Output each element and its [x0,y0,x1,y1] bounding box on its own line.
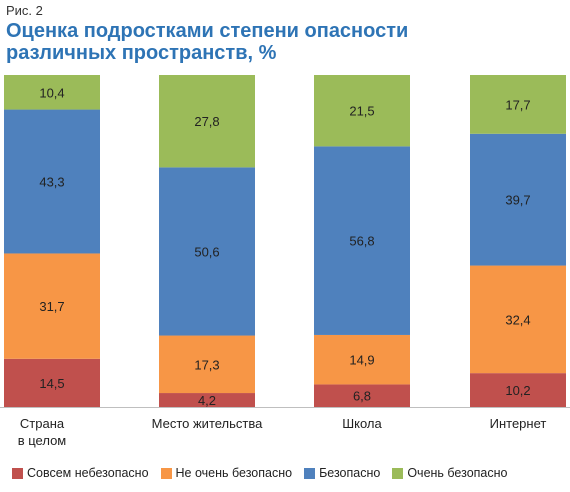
bar-segment [314,334,410,385]
legend-item-very-safe: Очень безопасно [392,466,507,480]
legend-label: Не очень безопасно [175,466,293,480]
legend-label: Совсем небезопасно [27,466,149,480]
data-label: 17,7 [505,97,530,112]
bar-segment [314,146,410,335]
category-label: Школа [342,416,382,431]
data-label: 31,7 [39,299,64,314]
data-label: 50,6 [194,244,219,259]
data-label: 10,2 [505,383,530,398]
category-label: Страна в целом [18,416,67,448]
chart-legend: Совсем небезопасно Не очень безопасно Бе… [12,466,507,480]
bar-segment [314,384,410,407]
bar-segment [159,167,255,336]
legend-swatch [392,467,404,479]
category-label: Место жительства [152,416,263,431]
bar-segment [159,75,255,168]
data-label: 10,4 [39,85,64,100]
legend-swatch [160,467,172,479]
bar-segment [159,393,255,407]
legend-item-not-very-safe: Не очень безопасно [160,466,293,480]
bar-segment [470,373,566,407]
legend-label: Очень безопасно [407,466,508,480]
data-label: 17,3 [194,357,219,372]
data-label: 39,7 [505,193,530,208]
data-label: 4,2 [198,393,216,408]
bar-segment [4,253,100,359]
data-label: 14,5 [39,376,64,391]
bar-segment [314,75,410,147]
category-label: Интернет [490,416,547,431]
bar-segment [470,265,566,374]
bar-segment [159,335,255,394]
bar-segment [4,109,100,254]
data-label: 6,8 [353,389,371,404]
legend-item-safe: Безопасно [304,466,380,480]
data-label: 21,5 [349,104,374,119]
legend-label: Безопасно [319,466,381,480]
data-label: 27,8 [194,114,219,129]
legend-item-very-unsafe: Совсем небезопасно [12,466,149,480]
data-label: 14,9 [349,353,374,368]
bar-segment [470,75,566,134]
figure-label: Рис. 2 [6,3,43,18]
bar-segment [470,133,566,266]
data-label: 43,3 [39,175,64,190]
bar-segment [4,358,100,407]
legend-swatch [12,467,23,479]
chart-title: Оценка подростками степени опасности раз… [6,20,409,64]
bar-segment [4,75,100,110]
legend-swatch [304,467,316,479]
data-label: 56,8 [349,234,374,249]
data-label: 32,4 [505,312,530,327]
